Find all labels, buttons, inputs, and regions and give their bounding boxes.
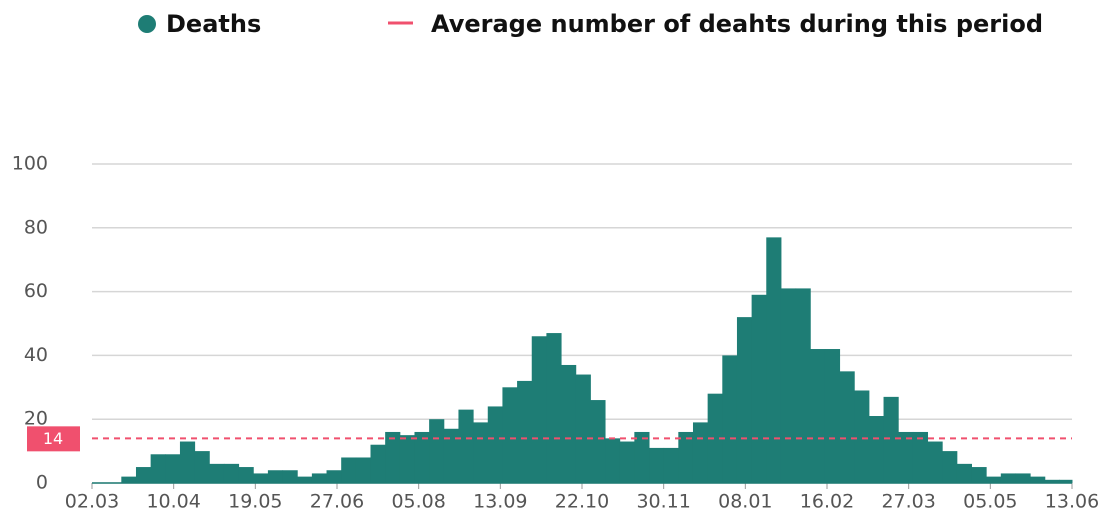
legend-swatch bbox=[138, 15, 156, 33]
bar bbox=[561, 364, 577, 483]
bar bbox=[649, 447, 665, 483]
bar bbox=[238, 467, 254, 483]
bar bbox=[839, 371, 855, 483]
bar bbox=[766, 237, 782, 483]
bar bbox=[692, 422, 709, 483]
bar bbox=[971, 467, 987, 483]
bar bbox=[135, 467, 152, 483]
x-tick-label: 16.02 bbox=[800, 491, 854, 513]
legend-label: Average number of deahts during this per… bbox=[431, 10, 1043, 38]
y-tick-label: 60 bbox=[24, 280, 48, 302]
y-tick-label: 0 bbox=[36, 472, 48, 494]
bar bbox=[531, 336, 547, 483]
bar bbox=[326, 470, 342, 483]
y-tick-label: 20 bbox=[24, 408, 48, 430]
bar bbox=[165, 454, 181, 483]
bar bbox=[253, 473, 269, 483]
y-tick-label: 40 bbox=[24, 344, 48, 366]
bar bbox=[736, 317, 753, 483]
average-label: 14 bbox=[43, 429, 63, 448]
bar bbox=[1015, 473, 1031, 483]
bar bbox=[194, 451, 210, 483]
bar bbox=[546, 333, 562, 483]
y-tick-label: 100 bbox=[12, 153, 48, 175]
x-tick-label: 02.03 bbox=[65, 491, 119, 513]
bar bbox=[868, 416, 885, 483]
bar bbox=[707, 393, 723, 483]
bar bbox=[399, 435, 415, 483]
bar bbox=[517, 380, 533, 483]
bar bbox=[634, 431, 650, 483]
bar bbox=[898, 431, 914, 483]
x-tick-label: 05.05 bbox=[963, 491, 1017, 513]
average-badge bbox=[27, 426, 80, 452]
x-tick-label: 13.09 bbox=[473, 491, 527, 513]
bar bbox=[722, 355, 738, 483]
x-tick-label: 19.05 bbox=[228, 491, 282, 513]
bar bbox=[429, 419, 445, 483]
bar bbox=[942, 451, 958, 483]
bar bbox=[824, 349, 841, 483]
bar bbox=[443, 428, 459, 483]
bar bbox=[355, 457, 372, 483]
bar bbox=[297, 476, 313, 483]
bar bbox=[1030, 476, 1046, 483]
bar bbox=[458, 409, 474, 483]
bar bbox=[927, 441, 943, 483]
bar bbox=[605, 438, 621, 483]
bar bbox=[267, 470, 284, 483]
bar bbox=[986, 476, 1002, 483]
bar bbox=[150, 454, 166, 483]
bar bbox=[1059, 479, 1073, 483]
bar bbox=[619, 441, 635, 483]
bar bbox=[854, 390, 870, 483]
bar bbox=[1000, 473, 1016, 483]
bar bbox=[223, 463, 240, 483]
bar bbox=[341, 457, 357, 483]
bar bbox=[209, 463, 225, 483]
bar bbox=[678, 431, 694, 483]
bar bbox=[663, 447, 679, 483]
x-tick-label: 22.10 bbox=[555, 491, 609, 513]
bar bbox=[956, 463, 972, 483]
bar bbox=[385, 431, 401, 483]
bar bbox=[502, 387, 518, 483]
bar bbox=[751, 294, 767, 483]
y-tick-label: 80 bbox=[24, 216, 48, 238]
bar bbox=[575, 374, 591, 483]
x-tick-label: 05.08 bbox=[391, 491, 445, 513]
bar bbox=[810, 349, 826, 483]
x-tick-label: 27.06 bbox=[310, 491, 364, 513]
bar bbox=[795, 288, 811, 483]
bar bbox=[912, 431, 929, 483]
bar bbox=[883, 396, 899, 483]
x-tick-label: 10.04 bbox=[146, 491, 200, 513]
bar bbox=[1044, 479, 1060, 483]
x-tick-label: 08.01 bbox=[718, 491, 772, 513]
legend-label: Deaths bbox=[166, 10, 261, 38]
bar bbox=[179, 441, 196, 483]
bar bbox=[473, 422, 489, 483]
x-tick-label: 13.06 bbox=[1045, 491, 1099, 513]
bar bbox=[311, 473, 328, 483]
bar bbox=[590, 400, 606, 483]
bar bbox=[487, 406, 503, 483]
bar bbox=[121, 476, 137, 483]
bar bbox=[780, 288, 797, 483]
x-tick-label: 30.11 bbox=[636, 491, 690, 513]
bar bbox=[370, 444, 386, 483]
bar bbox=[282, 470, 298, 483]
bar bbox=[414, 431, 430, 483]
x-tick-label: 27.03 bbox=[881, 491, 935, 513]
